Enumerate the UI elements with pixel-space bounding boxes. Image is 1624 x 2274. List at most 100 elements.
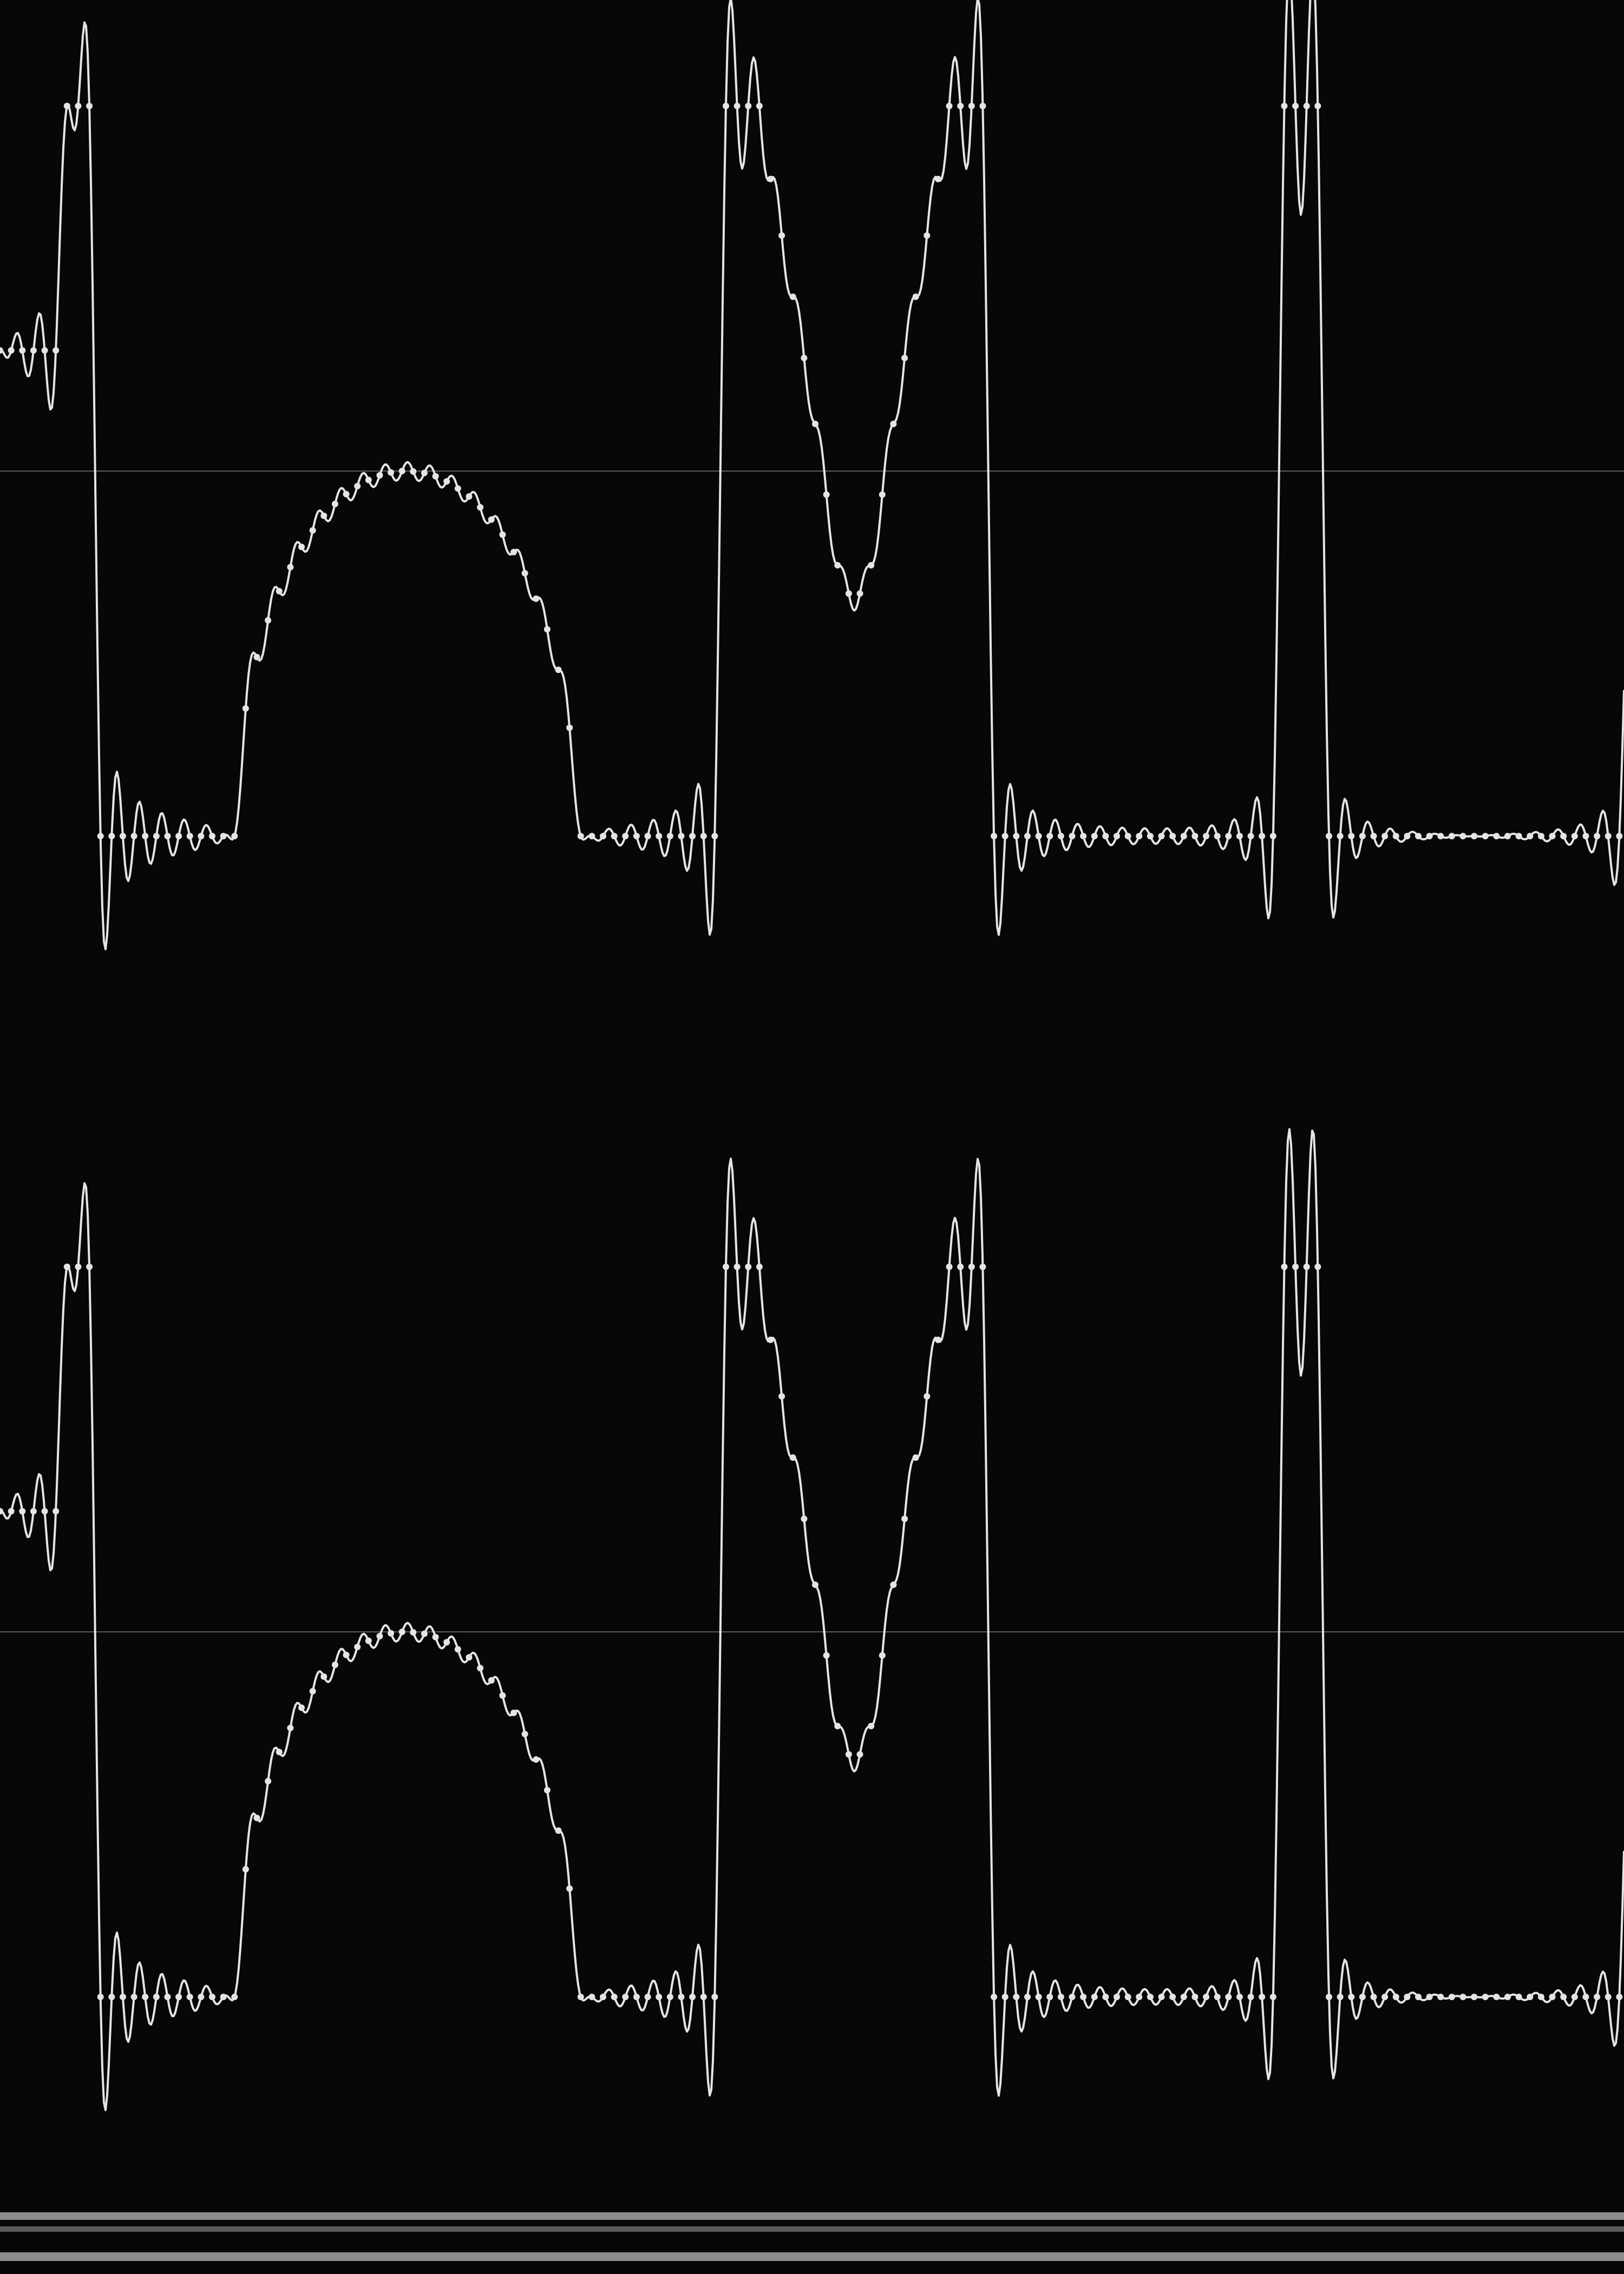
sample-point (1292, 1263, 1299, 1270)
sample-point (376, 1632, 383, 1639)
sample-point (1493, 833, 1500, 840)
sample-point (1091, 1994, 1098, 2001)
sample-point (1057, 1994, 1064, 2001)
sample-point (443, 478, 450, 485)
sample-point (75, 102, 82, 109)
sample-point (934, 1336, 941, 1343)
sample-point (1225, 833, 1232, 840)
sample-point (689, 1994, 696, 2001)
sample-point (1102, 833, 1109, 840)
sample-point (130, 833, 137, 840)
sample-point (811, 421, 818, 427)
sample-point (700, 833, 707, 840)
sample-point (164, 1994, 171, 2001)
sample-point (287, 1724, 294, 1731)
sample-point (253, 1814, 260, 1821)
sample-point (666, 1994, 673, 2001)
sample-point (1191, 833, 1199, 840)
sample-point (1225, 1994, 1232, 2001)
sample-point (767, 175, 774, 182)
sample-point (1560, 833, 1567, 840)
sample-point (656, 833, 663, 840)
sample-point (991, 833, 998, 840)
sample-point (633, 1994, 640, 2001)
sample-point (265, 1778, 272, 1785)
sample-point (588, 833, 595, 840)
sample-point (1091, 833, 1098, 840)
sample-point (823, 1652, 830, 1659)
sample-point (1069, 1994, 1076, 2001)
sample-point (454, 485, 461, 492)
sample-point (1158, 1994, 1165, 2001)
sample-point (309, 1688, 316, 1695)
sample-point (466, 493, 473, 500)
sample-point (767, 1336, 774, 1343)
sample-point (376, 472, 383, 479)
sample-point (421, 1630, 428, 1637)
sample-point (1459, 1994, 1466, 2001)
sample-point (1504, 833, 1511, 840)
sample-point (1046, 1994, 1053, 2001)
sample-point (97, 1994, 104, 2001)
sample-point (320, 1673, 328, 1680)
sample-point (164, 833, 171, 840)
sample-point (198, 833, 205, 840)
sample-point (86, 102, 93, 109)
sample-point (856, 1751, 863, 1758)
sample-point (276, 1748, 283, 1755)
sample-point (845, 590, 852, 597)
sample-point (63, 1263, 70, 1270)
sample-point (153, 833, 160, 840)
sample-point (75, 1263, 82, 1270)
sample-point (198, 1994, 205, 2001)
sample-point (388, 469, 395, 476)
sample-point (186, 1994, 193, 2001)
sample-point (946, 102, 953, 109)
sample-point (220, 1994, 227, 2001)
sample-point (1147, 1994, 1154, 2001)
sample-point (868, 562, 875, 568)
sample-point (745, 1263, 752, 1270)
sample-point (1203, 1994, 1210, 2001)
sample-point (924, 232, 931, 239)
sample-point (1415, 833, 1422, 840)
sample-point (231, 1994, 238, 2001)
sample-point (1437, 833, 1444, 840)
sample-point (1136, 1994, 1143, 2001)
sample-point (1303, 102, 1310, 109)
sample-point (1069, 833, 1076, 840)
sample-point (1537, 1994, 1544, 2001)
sample-point (1605, 1994, 1612, 2001)
sample-point (1024, 1994, 1031, 2001)
sample-point (30, 1508, 37, 1515)
sample-point (1080, 1994, 1087, 2001)
sample-point (778, 1393, 785, 1400)
sample-point (600, 833, 607, 840)
sample-point (1114, 1994, 1120, 2001)
sample-point (1169, 1994, 1176, 2001)
sample-point (1337, 833, 1344, 840)
sample-point (1136, 833, 1143, 840)
sample-point (588, 1994, 595, 2001)
sample-point (1582, 833, 1589, 840)
sample-point (1426, 1994, 1433, 2001)
sample-point (756, 1263, 763, 1270)
sample-point (1303, 1263, 1310, 1270)
sample-point (41, 347, 48, 354)
sample-point (1448, 833, 1455, 840)
sample-point (1281, 102, 1288, 109)
sample-point (1537, 833, 1544, 840)
scrollbar-edge (0, 2212, 1624, 2220)
sample-point (1325, 833, 1332, 840)
sample-point (622, 833, 629, 840)
sample-point (1471, 1994, 1478, 2001)
sample-point (521, 570, 528, 577)
sample-point (354, 1643, 361, 1650)
sample-point (811, 1582, 818, 1588)
scrollbar-edge[interactable] (0, 2252, 1624, 2261)
sample-point (734, 1263, 741, 1270)
sample-point (175, 1994, 182, 2001)
sample-point (1515, 1994, 1522, 2001)
sample-point (108, 1994, 115, 2001)
